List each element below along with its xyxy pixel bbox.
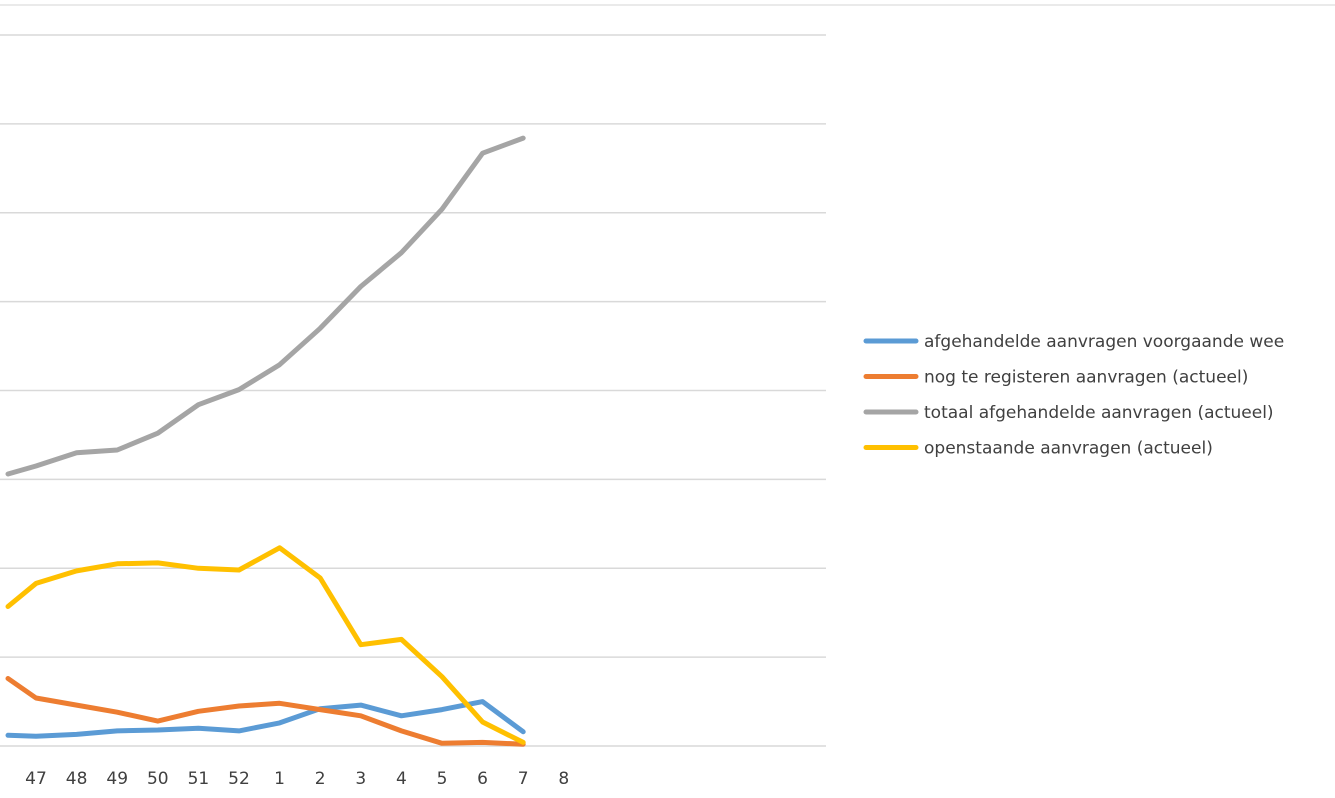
x-tick-label: 4 bbox=[396, 769, 407, 789]
legend-label: afgehandelde aanvragen voorgaande wee bbox=[924, 332, 1284, 352]
series-line-2 bbox=[5, 676, 526, 747]
x-tick-label: 52 bbox=[228, 769, 250, 789]
legend-item: openstaande aanvragen (actueel) bbox=[863, 439, 1213, 459]
legend-label: openstaande aanvragen (actueel) bbox=[924, 439, 1213, 459]
x-tick-label: 48 bbox=[66, 769, 88, 789]
legend-label: nog te registeren aanvragen (actueel) bbox=[924, 368, 1248, 388]
legend-label: totaal afgehandelde aanvragen (actueel) bbox=[924, 403, 1274, 423]
x-tick-label: 50 bbox=[147, 769, 169, 789]
series-line-1 bbox=[5, 699, 526, 739]
x-tick-label: 1 bbox=[274, 769, 285, 789]
x-axis-tick-labels: 47 48 49 50 51 52 1 2 3 4 5 6 7 8 bbox=[25, 769, 569, 789]
legend: afgehandelde aanvragen voorgaande wee nog… bbox=[863, 332, 1284, 459]
x-tick-label: 51 bbox=[188, 769, 210, 789]
legend-item: nog te registeren aanvragen (actueel) bbox=[863, 368, 1248, 388]
x-tick-label: 8 bbox=[558, 769, 569, 789]
x-tick-label: 6 bbox=[477, 769, 488, 789]
series-lines bbox=[5, 135, 526, 747]
legend-item: totaal afgehandelde aanvragen (actueel) bbox=[863, 403, 1274, 423]
x-tick-label: 5 bbox=[437, 769, 448, 789]
series-line-4 bbox=[5, 545, 526, 745]
legend-item: afgehandelde aanvragen voorgaande wee bbox=[863, 332, 1284, 352]
x-tick-label: 47 bbox=[25, 769, 47, 789]
x-tick-label: 7 bbox=[518, 769, 529, 789]
x-tick-label: 2 bbox=[315, 769, 326, 789]
x-tick-label: 3 bbox=[355, 769, 366, 789]
x-tick-label: 49 bbox=[106, 769, 128, 789]
series-line-3 bbox=[5, 135, 526, 477]
gridlines bbox=[0, 34, 826, 747]
